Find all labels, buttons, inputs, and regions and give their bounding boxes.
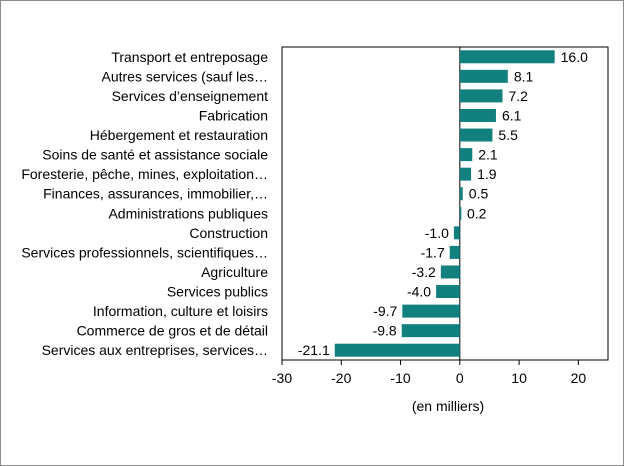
category-label: Foresterie, pêche, mines, exploitation… (21, 166, 268, 182)
category-label: Finances, assurances, immobilier,… (43, 186, 268, 202)
bar (449, 245, 460, 259)
bar (402, 304, 460, 318)
value-label: -21.1 (298, 342, 330, 358)
category-label: Services aux entreprises, services… (42, 342, 268, 358)
bar (459, 148, 473, 162)
x-tick-label: -20 (331, 370, 351, 386)
x-axis-label: (en milliers) (412, 398, 484, 414)
category-label: Construction (189, 225, 268, 241)
category-labels: Transport et entreposage Autres services … (21, 49, 268, 358)
category-label: Fabrication (199, 107, 268, 123)
category-label: Services d’enseignement (112, 88, 269, 104)
value-labels: 16.0 8.1 7.2 6.1 5.52.1 1.9 0.5 0.2 -1.0 -1.7 -3.2… (298, 49, 588, 358)
category-label: Agriculture (201, 264, 268, 280)
bar (401, 324, 460, 338)
bar (459, 50, 555, 64)
x-axis: -30 -20 -10 0 10 20 (272, 360, 586, 386)
category-label: Transport et entreposage (111, 49, 268, 65)
value-label: 2.1 (478, 147, 498, 163)
value-label: 6.1 (502, 107, 522, 123)
bars-group (334, 47, 555, 360)
category-label: Hébergement et restauration (90, 127, 268, 143)
x-tick-label: 20 (571, 370, 587, 386)
value-label: -9.8 (373, 323, 397, 339)
value-label: -3.2 (412, 264, 436, 280)
value-label: -9.7 (373, 303, 397, 319)
bar (459, 167, 472, 181)
category-label: Autres services (sauf les… (102, 68, 269, 84)
bar (459, 108, 496, 122)
value-label: 0.5 (469, 186, 489, 202)
value-label: 16.0 (561, 49, 588, 65)
value-label: 0.2 (467, 205, 487, 221)
category-label: Soins de santé et assistance sociale (42, 147, 268, 163)
bar (459, 89, 503, 103)
value-label: 7.2 (508, 88, 528, 104)
bar (459, 206, 462, 220)
x-tick-label: -30 (272, 370, 292, 386)
bar (459, 69, 508, 83)
category-label: Administrations publiques (108, 205, 268, 221)
bar (334, 343, 460, 357)
category-label: Services professionnels, scientifiques… (21, 244, 268, 260)
value-label: 8.1 (514, 68, 534, 84)
bar (436, 285, 460, 299)
x-tick-label: 10 (511, 370, 527, 386)
category-label: Services publics (167, 284, 268, 300)
value-label: -1.7 (421, 244, 445, 260)
bar (453, 226, 460, 240)
value-label: -1.0 (425, 225, 449, 241)
value-label: -4.0 (407, 284, 431, 300)
plot-area (281, 46, 609, 361)
value-label: 5.5 (498, 127, 518, 143)
category-label: Information, culture et loisirs (93, 303, 268, 319)
x-tick-label: 0 (456, 370, 464, 386)
x-tick-label: -10 (390, 370, 410, 386)
category-label: Commerce de gros et de détail (77, 323, 268, 339)
bar (440, 265, 460, 279)
bar (459, 187, 463, 201)
bar (459, 128, 493, 142)
value-label: 1.9 (477, 166, 497, 182)
